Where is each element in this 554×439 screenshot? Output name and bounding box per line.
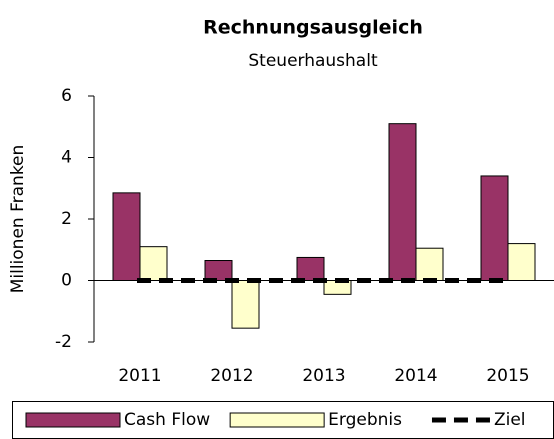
y-tick-label: 6 xyxy=(61,86,72,106)
y-tick-label: 0 xyxy=(61,271,72,291)
chart-subtitle: Steuerhaushalt xyxy=(248,51,378,71)
y-axis-label: Millionen Franken xyxy=(8,145,28,294)
bar xyxy=(296,256,325,281)
bar xyxy=(231,280,260,329)
bar xyxy=(415,247,444,281)
y-tick-label: 4 xyxy=(61,148,72,168)
x-tick-label: 2014 xyxy=(394,366,437,386)
x-tick-label: 2012 xyxy=(210,366,253,386)
legend-label: Ergebnis xyxy=(328,410,402,430)
bar xyxy=(388,123,417,281)
bar xyxy=(112,192,141,281)
bar xyxy=(139,246,168,282)
bar xyxy=(480,175,509,281)
legend-label: Cash Flow xyxy=(124,410,210,430)
bar xyxy=(204,260,233,282)
x-tick-label: 2015 xyxy=(486,366,529,386)
y-tick-label: 2 xyxy=(61,209,72,229)
x-tick-label: 2011 xyxy=(118,366,161,386)
chart-title: Rechnungsausgleich xyxy=(203,17,423,39)
bar xyxy=(507,243,536,282)
legend-swatch xyxy=(229,412,325,428)
legend-label: Ziel xyxy=(494,410,526,430)
x-tick-label: 2013 xyxy=(302,366,345,386)
legend-swatch xyxy=(25,412,121,428)
y-tick-label: -2 xyxy=(55,332,72,352)
